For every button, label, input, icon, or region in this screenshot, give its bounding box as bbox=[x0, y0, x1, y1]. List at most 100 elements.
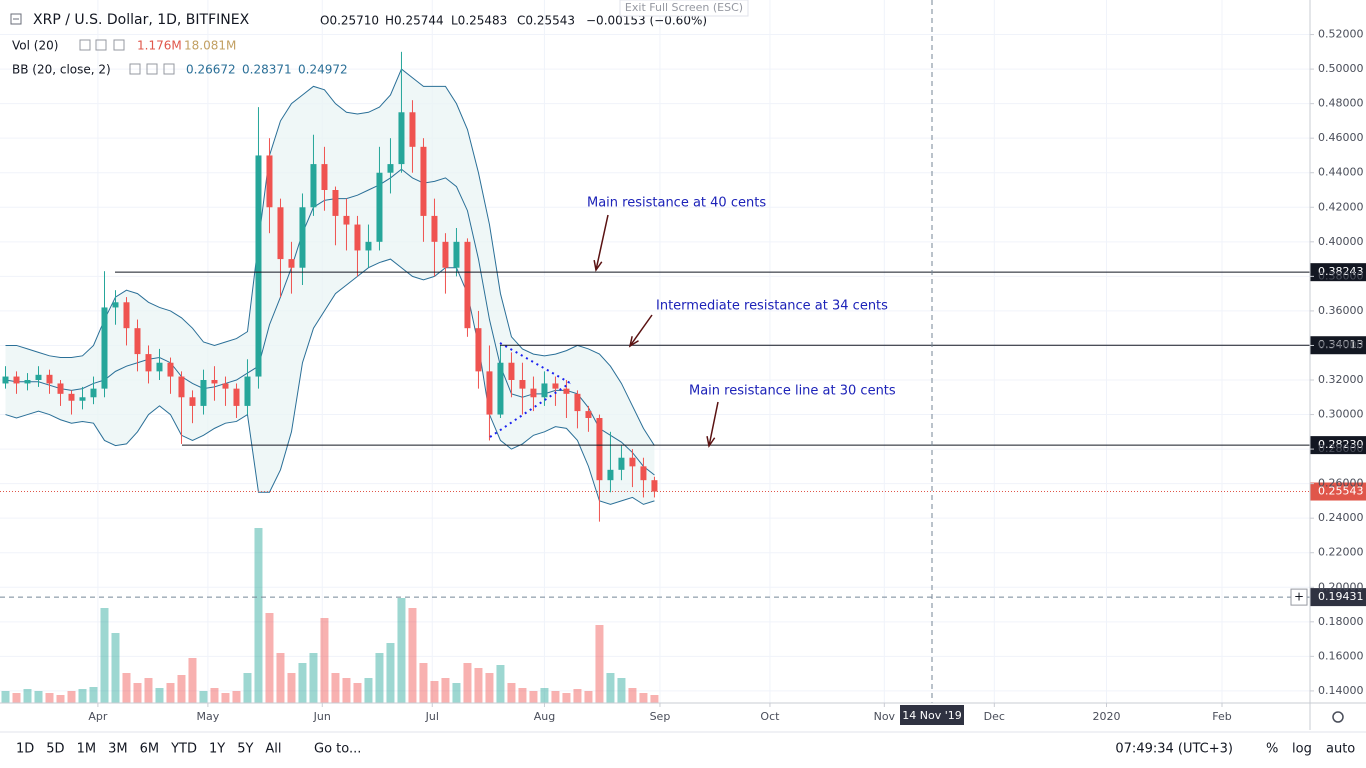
volume-bar bbox=[122, 673, 131, 703]
volume-bar bbox=[254, 528, 263, 703]
range-button[interactable]: 1M bbox=[77, 742, 97, 757]
candle-body bbox=[35, 374, 42, 380]
arrow-head bbox=[593, 260, 603, 272]
volume-bar bbox=[144, 678, 153, 703]
range-button[interactable]: 3M bbox=[108, 742, 128, 757]
x-tick-label: 2020 bbox=[1093, 710, 1121, 723]
icon[interactable] bbox=[129, 63, 141, 75]
candle-body bbox=[90, 388, 97, 398]
level-label: 0.34013 bbox=[1318, 338, 1364, 351]
y-tick-label: 0.40000 bbox=[1318, 235, 1364, 248]
ohlc-high: H0.25744 bbox=[385, 14, 444, 28]
range-button[interactable]: 1Y bbox=[209, 742, 225, 757]
indicator-name[interactable]: Vol (20) bbox=[12, 39, 58, 53]
x-tick-label: Oct bbox=[760, 710, 780, 723]
y-tick-label: 0.16000 bbox=[1318, 649, 1364, 662]
candle-body bbox=[79, 397, 86, 401]
volume-bar bbox=[265, 613, 274, 703]
volume-bar bbox=[364, 678, 373, 703]
scale-option[interactable]: % bbox=[1266, 742, 1278, 757]
y-tick-label: 0.46000 bbox=[1318, 131, 1364, 144]
candle-body bbox=[486, 371, 493, 415]
ohlc-close: C0.25543 bbox=[517, 14, 575, 28]
level-label-bg bbox=[1310, 263, 1366, 282]
goto-button[interactable]: Go to... bbox=[314, 742, 361, 757]
x-tick-label: Jul bbox=[425, 710, 439, 723]
y-tick-label: 0.52000 bbox=[1318, 28, 1364, 41]
symbol-title[interactable]: XRP / U.S. Dollar, 1D, BITFINEX bbox=[33, 12, 250, 28]
candle-body bbox=[530, 388, 537, 398]
volume-bar bbox=[12, 693, 21, 703]
y-tick-label: 0.34000 bbox=[1318, 338, 1364, 351]
volume-bar bbox=[529, 691, 538, 703]
candle-body bbox=[299, 207, 306, 268]
volume-bar bbox=[320, 618, 329, 703]
candle-body bbox=[442, 241, 449, 268]
y-tick-label: 0.24000 bbox=[1318, 511, 1364, 524]
x-tick-label: Dec bbox=[984, 710, 1005, 723]
candle-body bbox=[464, 241, 471, 329]
settings-icon[interactable] bbox=[1332, 711, 1344, 723]
candle-body bbox=[101, 307, 108, 389]
y-tick-label: 0.48000 bbox=[1318, 97, 1364, 110]
annotation: Intermediate resistance at 34 cents bbox=[656, 299, 888, 314]
annotation-arrow bbox=[629, 314, 653, 347]
candle-body bbox=[112, 302, 119, 308]
volume-bar bbox=[232, 691, 241, 703]
range-button[interactable]: 6M bbox=[140, 742, 160, 757]
range-button[interactable]: 5D bbox=[46, 742, 64, 757]
candle-body bbox=[563, 388, 570, 394]
range-button[interactable]: 5Y bbox=[237, 742, 253, 757]
volume-bar bbox=[397, 598, 406, 703]
triangle-pattern bbox=[489, 342, 571, 438]
icon[interactable] bbox=[146, 63, 158, 75]
crosshair-date-bg bbox=[900, 705, 964, 725]
icon[interactable] bbox=[163, 63, 175, 75]
scale-option[interactable]: log bbox=[1292, 742, 1312, 757]
x-tick-label: Jun bbox=[313, 710, 331, 723]
volume-bar bbox=[540, 688, 549, 703]
y-tick-label: 0.20000 bbox=[1318, 580, 1364, 593]
icon[interactable] bbox=[95, 39, 107, 51]
volume-bar bbox=[639, 693, 648, 703]
indicator-value: 0.24972 bbox=[298, 63, 348, 77]
candle-body bbox=[156, 362, 163, 372]
range-button[interactable]: YTD bbox=[170, 742, 197, 757]
candle-body bbox=[68, 393, 75, 401]
crosshair-date: 14 Nov '19 bbox=[902, 709, 961, 722]
volume-bar bbox=[595, 625, 604, 703]
range-button[interactable]: 1D bbox=[16, 742, 34, 757]
volume-bar bbox=[111, 633, 120, 703]
y-tick-label: 0.32000 bbox=[1318, 373, 1364, 386]
candle-body bbox=[244, 376, 251, 406]
indicator-icons bbox=[79, 39, 175, 75]
volume-bar bbox=[298, 663, 307, 703]
ohlc-open: O0.25710 bbox=[320, 14, 379, 28]
candle-body bbox=[409, 112, 416, 147]
indicator-value: 18.081M bbox=[184, 39, 236, 53]
y-tick-label: 0.30000 bbox=[1318, 408, 1364, 421]
collapse-icon[interactable] bbox=[10, 13, 22, 25]
scale-option[interactable]: auto bbox=[1326, 742, 1355, 757]
indicator-name[interactable]: BB (20, close, 2) bbox=[12, 63, 111, 77]
icon[interactable] bbox=[79, 39, 91, 51]
annotation-arrow bbox=[708, 401, 719, 447]
candle-body bbox=[321, 164, 328, 190]
volume-bar bbox=[155, 688, 164, 703]
volume-bar bbox=[342, 678, 351, 703]
volume-bar bbox=[276, 653, 285, 703]
candle-body bbox=[365, 241, 372, 251]
ohlc-low: L0.25483 bbox=[451, 14, 507, 28]
toolbar: 1D 5D 1M 3M 6M YTD 1Y 5Y All% log auto bbox=[16, 742, 1355, 757]
volume-bar bbox=[551, 691, 560, 703]
icon[interactable] bbox=[113, 39, 125, 51]
x-tick-label: Nov bbox=[874, 710, 896, 723]
range-button[interactable]: All bbox=[265, 742, 281, 757]
volume-bar bbox=[441, 678, 450, 703]
crosshair-plus[interactable] bbox=[1290, 588, 1308, 606]
candle-body bbox=[453, 241, 460, 268]
volume-bar bbox=[518, 688, 527, 703]
y-tick-label: 0.22000 bbox=[1318, 546, 1364, 559]
y-tick-label: 0.18000 bbox=[1318, 615, 1364, 628]
x-tick-label: Apr bbox=[88, 710, 108, 723]
